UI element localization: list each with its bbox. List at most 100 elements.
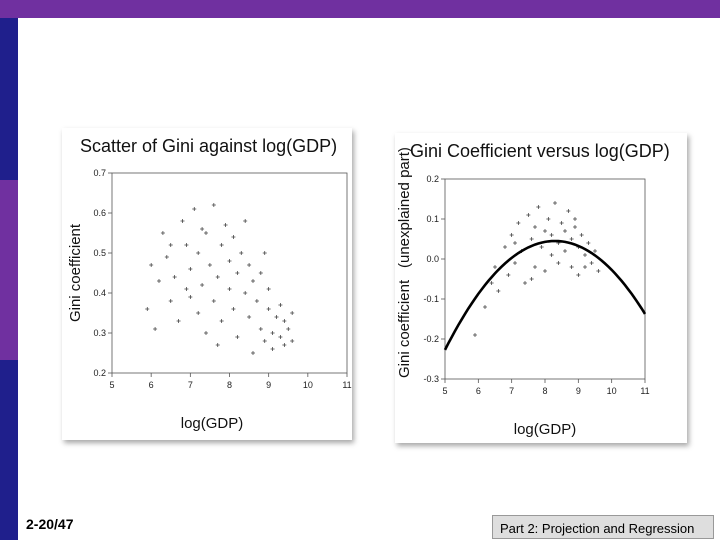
x-tick-label: 7 bbox=[188, 380, 193, 390]
data-point bbox=[282, 319, 287, 323]
y-tick-label: 0.0 bbox=[426, 254, 439, 264]
y-tick-label: -0.3 bbox=[423, 374, 439, 384]
y-tick-label: 0.3 bbox=[93, 328, 106, 338]
data-point bbox=[258, 327, 263, 331]
data-point bbox=[262, 339, 267, 343]
data-point bbox=[576, 273, 581, 277]
data-point bbox=[529, 277, 534, 281]
data-point bbox=[579, 233, 584, 237]
data-point bbox=[286, 327, 291, 331]
data-point bbox=[569, 237, 574, 241]
data-point bbox=[196, 251, 201, 255]
data-point bbox=[506, 273, 511, 277]
data-point bbox=[247, 263, 252, 267]
y-tick-label: -0.2 bbox=[423, 334, 439, 344]
data-point bbox=[164, 255, 169, 259]
data-point bbox=[243, 219, 248, 223]
y-axis-label-sub: (unexplained part) bbox=[396, 147, 413, 268]
data-point bbox=[192, 207, 197, 211]
plot-frame bbox=[111, 172, 348, 374]
x-tick-label: 7 bbox=[509, 386, 514, 396]
data-point bbox=[266, 287, 271, 291]
data-point bbox=[235, 271, 240, 275]
top-accent-bar bbox=[0, 0, 720, 18]
data-point bbox=[513, 261, 517, 265]
x-tick-label: 11 bbox=[640, 386, 649, 396]
data-point bbox=[290, 311, 295, 315]
data-point bbox=[149, 263, 154, 267]
data-point bbox=[586, 241, 591, 245]
data-point bbox=[563, 229, 567, 233]
data-point bbox=[227, 259, 232, 263]
data-point bbox=[523, 281, 527, 285]
data-point bbox=[556, 261, 561, 265]
chart-card-right: Gini Coefficient versus log(GDP) 5 6 7 8 9 10 1… bbox=[395, 133, 687, 443]
data-point bbox=[231, 307, 236, 311]
data-point bbox=[573, 225, 577, 229]
data-point bbox=[172, 275, 177, 279]
data-point bbox=[262, 251, 267, 255]
data-point bbox=[247, 315, 252, 319]
data-point bbox=[546, 217, 551, 221]
data-point bbox=[251, 351, 255, 355]
y-tick-label: -0.1 bbox=[423, 294, 439, 304]
plot-frame bbox=[444, 178, 646, 380]
data-point bbox=[153, 327, 158, 331]
data-point bbox=[204, 331, 208, 335]
data-point bbox=[211, 299, 216, 303]
y-tick-label: 0.2 bbox=[93, 368, 106, 378]
data-point bbox=[563, 249, 567, 253]
data-point bbox=[543, 269, 547, 273]
data-point bbox=[258, 271, 263, 275]
scatter-chart-right: Gini Coefficient versus log(GDP) 5 6 7 8 9 10 1… bbox=[396, 141, 670, 438]
data-point bbox=[569, 265, 574, 269]
data-point bbox=[184, 243, 189, 247]
data-point bbox=[278, 335, 283, 339]
data-point bbox=[200, 283, 205, 287]
data-point bbox=[573, 217, 577, 221]
data-point bbox=[278, 303, 283, 307]
data-point bbox=[196, 311, 201, 315]
data-point bbox=[549, 253, 554, 257]
x-tick-label: 6 bbox=[149, 380, 154, 390]
data-point bbox=[231, 235, 236, 239]
data-point bbox=[270, 347, 275, 351]
data-point bbox=[188, 267, 193, 271]
fit-curve bbox=[443, 239, 647, 351]
data-point bbox=[526, 213, 531, 217]
x-tick-label: 10 bbox=[303, 380, 313, 390]
data-point bbox=[239, 251, 244, 255]
y-tick-label: 0.5 bbox=[93, 248, 106, 258]
data-point bbox=[566, 209, 571, 213]
data-point bbox=[145, 307, 150, 311]
data-point bbox=[533, 225, 537, 229]
data-point bbox=[215, 275, 220, 279]
x-tick-label: 5 bbox=[109, 380, 114, 390]
data-point bbox=[219, 243, 224, 247]
data-point bbox=[493, 265, 497, 269]
y-tick-label: 0.2 bbox=[426, 174, 439, 184]
chart-title: Scatter of Gini against log(GDP) bbox=[80, 136, 337, 156]
data-point bbox=[219, 319, 224, 323]
data-point bbox=[200, 227, 205, 231]
data-point bbox=[211, 203, 216, 207]
x-axis-label: log(GDP) bbox=[181, 415, 244, 432]
data-point bbox=[559, 221, 564, 225]
data-point bbox=[509, 233, 514, 237]
x-tick-label: 11 bbox=[342, 380, 351, 390]
data-point bbox=[223, 223, 228, 227]
footer-caption: Part 2: Projection and Regression bbox=[492, 515, 714, 539]
data-point bbox=[243, 291, 248, 295]
y-axis-label: Gini coefficient bbox=[67, 223, 84, 322]
x-tick-label: 8 bbox=[227, 380, 232, 390]
x-axis-label: log(GDP) bbox=[514, 421, 577, 438]
data-point bbox=[553, 201, 557, 205]
y-tick-label: 0.1 bbox=[426, 214, 439, 224]
data-point bbox=[184, 287, 189, 291]
data-point bbox=[157, 279, 161, 283]
data-point bbox=[513, 241, 517, 245]
data-point bbox=[215, 343, 220, 347]
data-point bbox=[227, 287, 232, 291]
data-point bbox=[549, 233, 554, 237]
data-point bbox=[589, 261, 594, 265]
